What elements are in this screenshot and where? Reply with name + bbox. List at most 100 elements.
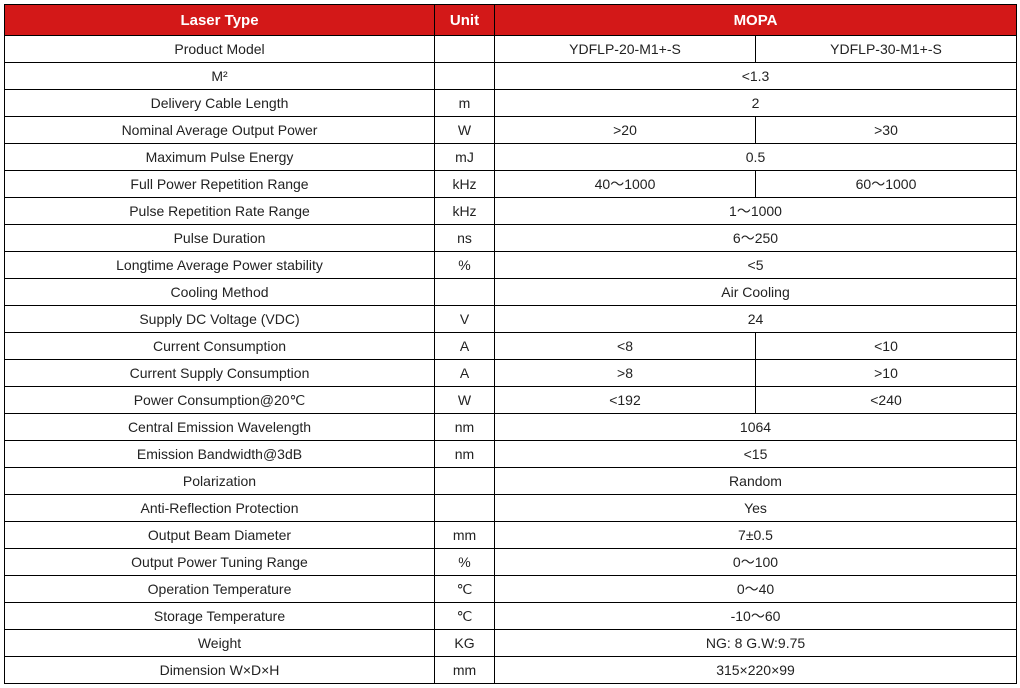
param-cell: Weight [5,630,435,657]
param-cell: Dimension W×D×H [5,657,435,684]
table-row: Power Consumption@20℃W<192<240 [5,387,1017,414]
value-cell: 1～1000 [495,198,1017,225]
value-cell: 0～40 [495,576,1017,603]
value-cell: 7±0.5 [495,522,1017,549]
value-cell: NG: 8 G.W:9.75 [495,630,1017,657]
unit-cell: % [435,252,495,279]
value-cell: 1064 [495,414,1017,441]
value-cell-2: <10 [756,333,1017,360]
unit-cell: mm [435,522,495,549]
value-cell-1: <192 [495,387,756,414]
unit-cell [435,495,495,522]
value-cell: 0.5 [495,144,1017,171]
param-cell: Product Model [5,36,435,63]
param-cell: Pulse Duration [5,225,435,252]
param-cell: Current Consumption [5,333,435,360]
table-row: Maximum Pulse EnergymJ0.5 [5,144,1017,171]
table-row: Polarization Random [5,468,1017,495]
value-cell: <5 [495,252,1017,279]
unit-cell: W [435,117,495,144]
unit-cell: nm [435,441,495,468]
spec-table-body: Product ModelYDFLP-20-M1+-SYDFLP-30-M1+-… [5,36,1017,684]
table-row: Supply DC Voltage (VDC)V24 [5,306,1017,333]
param-cell: Anti-Reflection Protection [5,495,435,522]
unit-cell: mJ [435,144,495,171]
unit-cell [435,36,495,63]
param-cell: Pulse Repetition Rate Range [5,198,435,225]
spec-table-head: Laser Type Unit MOPA [5,5,1017,36]
value-cell-1: >20 [495,117,756,144]
unit-cell [435,279,495,306]
table-row: Output Power Tuning Range%0～100 [5,549,1017,576]
spec-table: Laser Type Unit MOPA Product ModelYDFLP-… [4,4,1017,684]
table-row: Cooling Method Air Cooling [5,279,1017,306]
param-cell: Polarization [5,468,435,495]
table-row: Output Beam Diametermm7±0.5 [5,522,1017,549]
param-cell: Output Power Tuning Range [5,549,435,576]
param-cell: Nominal Average Output Power [5,117,435,144]
table-row: Storage Temperature℃-10～60 [5,603,1017,630]
value-cell-2: <240 [756,387,1017,414]
table-row: Pulse Repetition Rate RangekHz1～1000 [5,198,1017,225]
value-cell-2: >30 [756,117,1017,144]
unit-cell: A [435,333,495,360]
unit-cell: V [435,306,495,333]
value-cell: 24 [495,306,1017,333]
value-cell-1: >8 [495,360,756,387]
table-row: M² <1.3 [5,63,1017,90]
table-row: Longtime Average Power stability%<5 [5,252,1017,279]
unit-cell: m [435,90,495,117]
param-cell: M² [5,63,435,90]
table-row: Delivery Cable Lengthm2 [5,90,1017,117]
table-row: Current Supply ConsumptionA>8>10 [5,360,1017,387]
param-cell: Supply DC Voltage (VDC) [5,306,435,333]
value-cell: Air Cooling [495,279,1017,306]
table-row: Operation Temperature℃0～40 [5,576,1017,603]
unit-cell: ℃ [435,576,495,603]
table-row: Nominal Average Output PowerW>20>30 [5,117,1017,144]
table-row: Current ConsumptionA<8<10 [5,333,1017,360]
table-row: Pulse Durationns6～250 [5,225,1017,252]
header-mopa: MOPA [495,5,1017,36]
value-cell: <15 [495,441,1017,468]
param-cell: Current Supply Consumption [5,360,435,387]
unit-cell: kHz [435,198,495,225]
param-cell: Delivery Cable Length [5,90,435,117]
unit-cell: KG [435,630,495,657]
table-row: Central Emission Wavelengthnm1064 [5,414,1017,441]
unit-cell: ℃ [435,603,495,630]
unit-cell [435,468,495,495]
table-row: WeightKGNG: 8 G.W:9.75 [5,630,1017,657]
unit-cell: % [435,549,495,576]
table-row: Emission Bandwidth@3dBnm<15 [5,441,1017,468]
param-cell: Maximum Pulse Energy [5,144,435,171]
param-cell: Longtime Average Power stability [5,252,435,279]
unit-cell: W [435,387,495,414]
unit-cell: ns [435,225,495,252]
param-cell: Power Consumption@20℃ [5,387,435,414]
value-cell: 6～250 [495,225,1017,252]
param-cell: Central Emission Wavelength [5,414,435,441]
param-cell: Output Beam Diameter [5,522,435,549]
value-cell: <1.3 [495,63,1017,90]
value-cell: 315×220×99 [495,657,1017,684]
value-cell: Random [495,468,1017,495]
unit-cell: kHz [435,171,495,198]
table-row: Product ModelYDFLP-20-M1+-SYDFLP-30-M1+-… [5,36,1017,63]
header-unit: Unit [435,5,495,36]
unit-cell: nm [435,414,495,441]
param-cell: Emission Bandwidth@3dB [5,441,435,468]
value-cell-2: 60～1000 [756,171,1017,198]
value-cell: Yes [495,495,1017,522]
header-laser-type: Laser Type [5,5,435,36]
value-cell-1: <8 [495,333,756,360]
value-cell: -10～60 [495,603,1017,630]
table-row: Anti-Reflection Protection Yes [5,495,1017,522]
value-cell-2: >10 [756,360,1017,387]
value-cell: 2 [495,90,1017,117]
param-cell: Cooling Method [5,279,435,306]
param-cell: Full Power Repetition Range [5,171,435,198]
table-row: Full Power Repetition RangekHz40～100060～… [5,171,1017,198]
value-cell-1: 40～1000 [495,171,756,198]
param-cell: Storage Temperature [5,603,435,630]
